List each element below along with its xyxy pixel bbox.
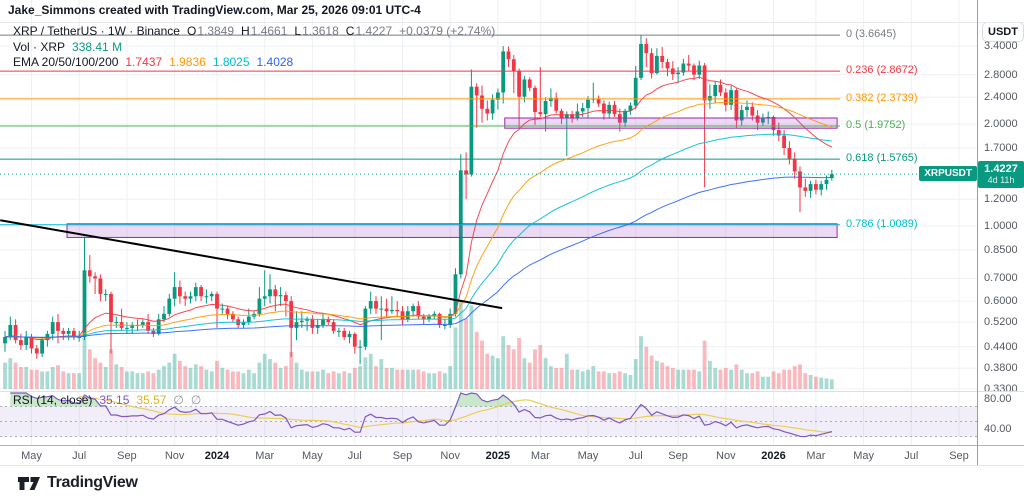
rsi-line (10, 392, 832, 438)
current-price-badge: 1.4227 4d 11h (978, 161, 1024, 188)
ema200-value: 1.4028 (256, 55, 294, 69)
time-axis-label: Nov (440, 450, 460, 462)
ema-lines (4, 76, 833, 340)
fib-level-label: 0 (3.6645) (846, 28, 897, 41)
price-tick-label: 0.4400 (984, 340, 1018, 353)
time-axis-label: Jul (904, 450, 919, 462)
price-tick-label: 0.7000 (984, 272, 1018, 285)
price-change: +0.0379 (+2.74%) (399, 24, 496, 38)
time-axis-label: Mar (530, 450, 550, 462)
time-axis-label: Sep (949, 450, 969, 462)
indicator-toggle-icon[interactable]: ∅ (190, 393, 202, 407)
tradingview-logo[interactable]: TradingView (18, 474, 138, 492)
fib-levels (0, 34, 840, 226)
chart-top-border (0, 22, 1024, 23)
time-axis-label: 2026 (761, 450, 786, 462)
time-axis-label: May (577, 450, 599, 462)
price-tick-label: 2.4000 (984, 91, 1018, 104)
time-axis[interactable]: May Jul Sep Nov 2024 Mar May Jul Sep Nov 2025 Mar Ma… (0, 445, 1024, 465)
time-axis-label: Jul (347, 450, 362, 462)
price-axis-border (977, 0, 978, 465)
rsi-value: 35.15 (99, 393, 130, 407)
price-tick-label: 1.0000 (984, 220, 1018, 232)
chart-canvas[interactable] (0, 0, 1024, 465)
price-tick-label: 0.5200 (984, 316, 1018, 329)
rsi-ma-value: 35.57 (136, 393, 167, 407)
volume-value: 338.41 M (72, 40, 123, 54)
volume-label: Vol · XRP (13, 40, 66, 54)
rsi-scale-label: 80.00 (984, 393, 1012, 405)
tradingview-logo-text: TradingView (47, 474, 138, 491)
ema50-value: 1.9836 (169, 55, 206, 69)
footer-bar: TradingView (0, 465, 1024, 502)
pane-separator[interactable] (0, 391, 1024, 392)
time-axis-label: May (853, 450, 874, 462)
time-axis-label: Mar (806, 450, 826, 462)
time-axis-label: Jul (628, 450, 643, 462)
time-axis-label: Jul (72, 450, 87, 462)
fib-level-label: 0.786 (1.0089) (846, 217, 918, 230)
rsi-label: RSI (14, close) (13, 393, 93, 407)
fib-level-label: 0.5 (1.9752) (846, 118, 906, 131)
fib-level-label: 0.236 (2.8672) (846, 64, 918, 77)
time-axis-label: May (21, 450, 42, 462)
time-axis-label: Nov (164, 450, 185, 462)
time-axis-label: Mar (255, 450, 275, 462)
price-tick-label: 1.7000 (984, 141, 1018, 154)
currency-button[interactable]: USDT (982, 22, 1024, 42)
volume-bars (3, 301, 834, 389)
price-tick-label: 0.8500 (984, 243, 1018, 256)
ema20-value: 1.7437 (125, 55, 163, 69)
time-axis-label: Nov (716, 450, 736, 462)
indicator-toggle-icon[interactable]: ∅ (173, 393, 184, 407)
price-axis[interactable]: USDT 3.4000 2.8000 2.4000 2.0000 1.7000 1.200… (978, 0, 1024, 465)
ohlc-high: H 1.4661 (241, 24, 288, 38)
rsi-pane (0, 392, 977, 438)
attribution-text: Jake_Simmons created with TradingView.co… (8, 3, 421, 17)
time-axis-label: Sep (668, 450, 688, 462)
descending-trendline[interactable] (0, 219, 503, 310)
time-axis-label: Sep (117, 450, 137, 462)
ohlc-close: C 1.4227 (345, 24, 393, 38)
bar-countdown: 4d 11h (987, 175, 1015, 185)
ema-legend-row[interactable]: EMA 20/50/100/200 1.7437 1.9836 1.8025 1… (13, 55, 293, 69)
time-axis-label: Sep (392, 450, 413, 462)
time-axis-label: May (302, 450, 323, 462)
rsi-scale-label: 40.00 (984, 423, 1012, 435)
volume-legend-row[interactable]: Vol · XRP 338.41 M (13, 40, 122, 54)
fib-level-label: 0.618 (1.5765) (846, 152, 918, 165)
price-tick-label: 1.2000 (984, 193, 1018, 206)
symbol-price-tag: XRPUSDT (919, 166, 977, 181)
price-zones (66, 117, 838, 238)
ema100-value: 1.8025 (212, 55, 250, 69)
current-price-value: 1.4227 (984, 163, 1018, 175)
symbol-title: XRP / TetherUS · 1W · Binance (13, 24, 180, 38)
ohlc-low: L 1.3618 (294, 24, 339, 38)
price-tick-label: 2.0000 (984, 118, 1018, 131)
price-tick-label: 2.8000 (984, 68, 1018, 81)
price-tick-label: 0.6000 (984, 295, 1018, 308)
ema-label: EMA 20/50/100/200 (13, 55, 119, 69)
time-axis-label: 2025 (485, 450, 511, 462)
rsi-legend-row[interactable]: RSI (14, close) 35.15 35.57 ∅ ∅ (13, 393, 201, 407)
price-tick-label: 3.4000 (984, 40, 1018, 53)
time-axis-label: 2024 (204, 450, 230, 462)
price-tick-label: 0.3800 (984, 362, 1018, 375)
tradingview-logo-icon (18, 476, 40, 490)
fib-level-label: 0.382 (2.3739) (846, 91, 918, 104)
ohlc-open: O 1.3849 (186, 24, 235, 38)
